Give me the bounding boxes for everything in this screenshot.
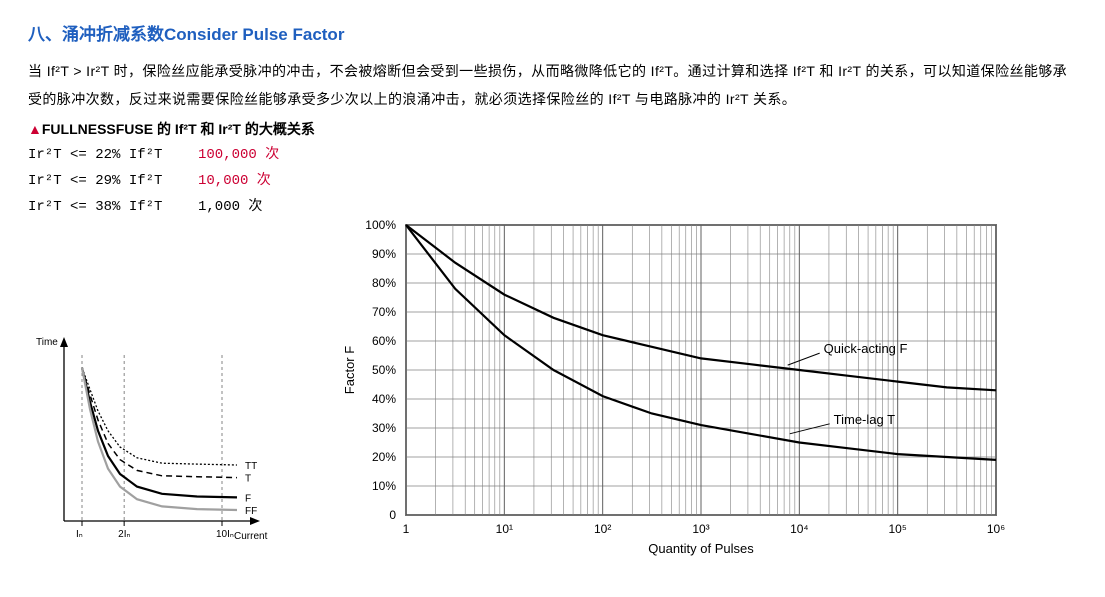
sub-heading: ▲FULLNESSFUSE 的 If²T 和 Ir²T 的大概关系 [28,119,1077,139]
section-heading: 八、涌冲折减系数Consider Pulse Factor [28,20,1077,45]
svg-text:0: 0 [389,508,396,522]
svg-text:10%: 10% [372,479,396,493]
triangle-icon: ▲ [28,121,42,137]
svg-text:50%: 50% [372,363,396,377]
svg-text:10²: 10² [594,522,611,536]
charts-row: TimeCurrentIₙ2Iₙ10IₙTTTFFF 010%20%30%40%… [28,207,1077,557]
svg-text:Quantity of Pulses: Quantity of Pulses [648,541,754,556]
body-paragraph: 当 If²T > Ir²T 时，保险丝应能承受脉冲的冲击，不会被熔断但会受到一些… [28,57,1077,113]
relation-condition: Ir²T <= 38% If²T [28,195,198,221]
svg-text:T: T [245,473,251,484]
svg-text:10⁶: 10⁶ [987,522,1005,536]
svg-text:Current: Current [234,531,268,542]
svg-text:30%: 30% [372,421,396,435]
relation-row: Ir²T <= 29% If²T10,000 次 [28,169,1077,195]
svg-text:Time-lag T: Time-lag T [834,411,895,426]
relation-count: 100,000 次 [198,143,308,169]
svg-text:10¹: 10¹ [496,522,513,536]
svg-text:80%: 80% [372,276,396,290]
svg-text:Quick-acting F: Quick-acting F [824,341,908,356]
svg-text:1: 1 [403,522,410,536]
svg-text:40%: 40% [372,392,396,406]
svg-text:TT: TT [245,461,257,472]
relation-count: 1,000 次 [198,195,308,221]
time-current-chart: TimeCurrentIₙ2Iₙ10IₙTTTFFF [28,327,278,557]
svg-text:Iₙ: Iₙ [76,529,83,540]
svg-text:20%: 20% [372,450,396,464]
svg-text:Time: Time [36,337,58,348]
svg-text:2Iₙ: 2Iₙ [118,529,130,540]
svg-text:60%: 60% [372,334,396,348]
relation-count: 10,000 次 [198,169,308,195]
svg-text:100%: 100% [365,218,396,232]
svg-text:Factor F: Factor F [342,345,357,393]
svg-text:FF: FF [245,506,257,517]
relation-row: Ir²T <= 22% If²T100,000 次 [28,143,1077,169]
svg-text:F: F [245,493,251,504]
svg-text:10⁵: 10⁵ [889,522,907,536]
svg-text:10Iₙ: 10Iₙ [216,529,234,540]
svg-text:10⁴: 10⁴ [790,522,809,536]
pulse-factor-chart: 0 10% 20% 30% 40% 50% 60% 70% 80% 90% 100% 1 10¹ 10² 1… [334,207,1014,557]
sub-heading-text: FULLNESSFUSE 的 If²T 和 Ir²T 的大概关系 [42,121,315,137]
svg-text:70%: 70% [372,305,396,319]
svg-text:10³: 10³ [692,522,709,536]
svg-text:90%: 90% [372,247,396,261]
relation-condition: Ir²T <= 29% If²T [28,169,198,195]
relation-condition: Ir²T <= 22% If²T [28,143,198,169]
